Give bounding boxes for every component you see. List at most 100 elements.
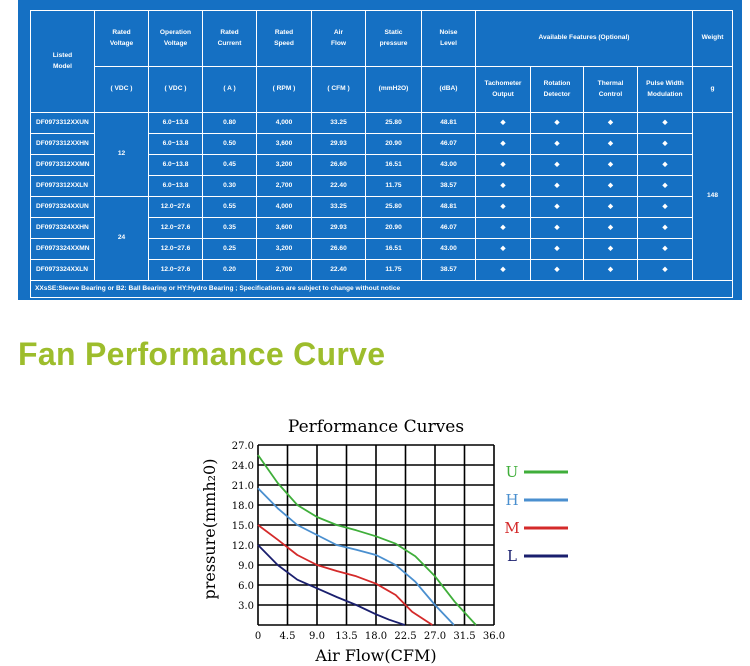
table-row: DF0973312XXHN 6.0~13.8 0.50 3,600 29.93 20.90… — [30, 133, 733, 155]
feature-mark: ◆ — [583, 217, 638, 239]
y-tick-label: 9.0 — [238, 561, 254, 572]
feature-mark: ◆ — [637, 112, 693, 134]
y-tick-label: 6.0 — [238, 581, 254, 592]
feature-mark: ◆ — [637, 238, 693, 260]
cell-op-voltage: 6.0~13.8 — [148, 112, 203, 134]
y-tick-label: 24.0 — [232, 461, 254, 472]
cell-speed: 2,700 — [256, 175, 312, 197]
series-line-m — [257, 524, 433, 626]
feature-mark: ◆ — [475, 259, 531, 281]
cell-pressure: 16.51 — [365, 238, 422, 260]
table-row: DF0973312XXLN 6.0~13.8 0.30 2,700 22.40 11.75… — [30, 175, 733, 197]
cell-airflow: 29.93 — [311, 217, 366, 239]
unit-pressure: (mmH2O) — [365, 66, 422, 113]
feature-mark: ◆ — [530, 133, 584, 155]
table-row: DF0973312XXUN 12 6.0~13.8 0.80 4,000 33.25 25.… — [30, 112, 733, 281]
unit-voltage: ( VDC ) — [94, 66, 149, 113]
feature-mark: ◆ — [583, 196, 638, 218]
x-tick-label: 13.5 — [335, 631, 357, 642]
y-tick-label: 27.0 — [232, 441, 254, 452]
cell-op-voltage: 12.0~27.6 — [148, 259, 203, 281]
cell-current: 0.50 — [202, 133, 257, 155]
cell-current: 0.55 — [202, 196, 257, 218]
cell-pressure: 11.75 — [365, 259, 422, 281]
unit-weight: g — [692, 66, 733, 113]
bearing-note: XXsSE:Sleeve Bearing or B2: Ball Bearing… — [30, 280, 733, 298]
unit-op-voltage: ( VDC ) — [148, 66, 203, 113]
cell-speed: 2,700 — [256, 259, 312, 281]
feature-mark: ◆ — [637, 154, 693, 176]
feature-mark: ◆ — [530, 175, 584, 197]
cell-op-voltage: 12.0~27.6 — [148, 196, 203, 218]
cell-rated-voltage: 12 — [94, 112, 149, 197]
chart-title: Performance Curves — [288, 417, 464, 437]
feature-mark: ◆ — [637, 259, 693, 281]
feature-mark: ◆ — [530, 196, 584, 218]
feature-mark: ◆ — [530, 238, 584, 260]
cell-model: DF0973324XXUN — [30, 196, 95, 218]
x-tick-label: 27.0 — [424, 631, 446, 642]
feature-mark: ◆ — [530, 154, 584, 176]
cell-speed: 4,000 — [256, 112, 312, 134]
feature-mark: ◆ — [530, 217, 584, 239]
note-row: XXsSE:Sleeve Bearing or B2: Ball Bearing… — [30, 280, 733, 298]
cell-noise: 38.57 — [421, 175, 476, 197]
series-line-h — [257, 487, 455, 626]
cell-op-voltage: 6.0~13.8 — [148, 175, 203, 197]
feature-mark: ◆ — [475, 175, 531, 197]
cell-model: DF0973312XXLN — [30, 175, 95, 197]
unit-speed: ( RPM ) — [256, 66, 312, 113]
feature-mark: ◆ — [583, 238, 638, 260]
cell-model: DF0973324XXMN — [30, 238, 95, 260]
cell-pressure: 25.80 — [365, 112, 422, 134]
cell-pressure: 20.90 — [365, 217, 422, 239]
cell-airflow: 26.60 — [311, 154, 366, 176]
feature-mark: ◆ — [583, 133, 638, 155]
cell-airflow: 29.93 — [311, 133, 366, 155]
cell-noise: 48.81 — [421, 112, 476, 134]
cell-op-voltage: 12.0~27.6 — [148, 217, 203, 239]
table-row: DF0973312XXMN 6.0~13.8 0.45 3,200 26.60 16.51… — [30, 154, 733, 176]
y-tick-label: 21.0 — [232, 481, 254, 492]
feature-mark: ◆ — [583, 259, 638, 281]
header-rated-speed: Rated Speed — [256, 10, 312, 67]
header-static-pressure: Static pressure — [365, 10, 422, 67]
cell-op-voltage: 6.0~13.8 — [148, 154, 203, 176]
cell-noise: 43.00 — [421, 238, 476, 260]
units-row: ( VDC ) ( VDC ) ( A ) ( RPM ) ( CFM ) (m… — [31, 66, 733, 113]
feature-mark: ◆ — [475, 217, 531, 239]
series-line-l — [257, 544, 406, 626]
cell-noise: 46.07 — [421, 133, 476, 155]
header-model: Listed Model — [30, 10, 95, 113]
legend-label-h: H — [505, 491, 518, 509]
cell-current: 0.35 — [202, 217, 257, 239]
feature-pwm: Pulse Width Modulation — [637, 66, 693, 113]
section-title: Fan Performance Curve — [18, 336, 386, 372]
cell-noise: 46.07 — [421, 217, 476, 239]
spec-panel: Listed Model Rated Voltage Operation Voltag… — [18, 0, 742, 300]
feature-mark: ◆ — [637, 217, 693, 239]
feature-mark: ◆ — [475, 196, 531, 218]
header-noise-level: Noise Level — [421, 10, 476, 67]
cell-speed: 4,000 — [256, 196, 312, 218]
feature-mark: ◆ — [475, 238, 531, 260]
cell-pressure: 16.51 — [365, 154, 422, 176]
cell-current: 0.30 — [202, 175, 257, 197]
x-tick-label: 4.5 — [280, 631, 296, 642]
cell-airflow: 33.25 — [311, 196, 366, 218]
header-operation-voltage: Operation Voltage — [148, 10, 203, 67]
y-tick-label: 3.0 — [238, 601, 254, 612]
feature-thermal-control: Thermal Control — [583, 66, 638, 113]
cell-current: 0.20 — [202, 259, 257, 281]
y-tick-label: 12.0 — [232, 541, 254, 552]
cell-pressure: 20.90 — [365, 133, 422, 155]
feature-mark: ◆ — [530, 259, 584, 281]
x-tick-label: 9.0 — [309, 631, 325, 642]
cell-model: DF0973324XXHN — [30, 217, 95, 239]
feature-mark: ◆ — [475, 154, 531, 176]
unit-airflow: ( CFM ) — [311, 66, 366, 113]
cell-pressure: 11.75 — [365, 175, 422, 197]
cell-current: 0.45 — [202, 154, 257, 176]
unit-current: ( A ) — [202, 66, 257, 113]
cell-speed: 3,600 — [256, 217, 312, 239]
